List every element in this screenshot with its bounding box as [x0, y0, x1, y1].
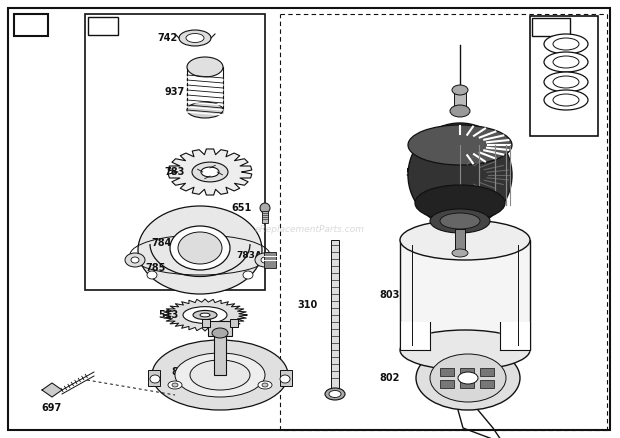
Ellipse shape: [172, 383, 178, 387]
Bar: [440, 380, 454, 388]
Ellipse shape: [186, 33, 204, 42]
Text: 310: 310: [298, 300, 318, 310]
Bar: [440, 368, 454, 376]
Ellipse shape: [243, 271, 253, 279]
Ellipse shape: [193, 311, 217, 320]
Bar: [88, 17, 118, 35]
Ellipse shape: [544, 72, 588, 92]
Ellipse shape: [415, 185, 505, 221]
Ellipse shape: [325, 388, 345, 400]
Ellipse shape: [138, 206, 262, 294]
Ellipse shape: [440, 213, 480, 229]
Ellipse shape: [416, 346, 520, 410]
Ellipse shape: [400, 220, 530, 260]
Ellipse shape: [131, 257, 139, 263]
Text: 803: 803: [380, 290, 400, 300]
Ellipse shape: [187, 102, 223, 118]
Text: 309: 309: [19, 20, 43, 30]
Ellipse shape: [329, 391, 341, 398]
Ellipse shape: [179, 30, 211, 46]
Ellipse shape: [170, 226, 230, 270]
Ellipse shape: [258, 381, 272, 389]
Text: 742: 742: [157, 33, 177, 43]
Text: 544: 544: [405, 168, 425, 178]
Text: 697: 697: [42, 403, 62, 413]
Ellipse shape: [553, 94, 579, 106]
Ellipse shape: [280, 375, 290, 383]
Bar: [208, 321, 232, 336]
Ellipse shape: [544, 90, 588, 110]
Bar: [85, 14, 265, 290]
Ellipse shape: [408, 125, 512, 165]
Bar: [530, 16, 598, 136]
Text: 783A: 783A: [236, 251, 262, 259]
Bar: [460, 368, 474, 376]
Ellipse shape: [544, 34, 588, 54]
Text: 784: 784: [152, 238, 172, 248]
Ellipse shape: [192, 162, 228, 182]
Polygon shape: [168, 149, 252, 195]
Ellipse shape: [147, 271, 157, 279]
Text: 937: 937: [165, 87, 185, 97]
Text: 785: 785: [146, 263, 166, 273]
Bar: [480, 380, 494, 388]
Ellipse shape: [400, 330, 530, 370]
Bar: [480, 368, 494, 376]
Polygon shape: [42, 383, 62, 397]
Ellipse shape: [183, 307, 227, 323]
Text: 513: 513: [158, 310, 178, 320]
Ellipse shape: [430, 354, 506, 402]
Ellipse shape: [187, 57, 223, 77]
Ellipse shape: [190, 360, 250, 390]
Ellipse shape: [452, 249, 468, 257]
Ellipse shape: [152, 340, 288, 410]
Bar: [202, 319, 210, 327]
Ellipse shape: [430, 209, 490, 233]
Text: 651: 651: [232, 203, 252, 213]
Bar: [264, 252, 276, 268]
Bar: [460, 380, 474, 388]
Text: 802: 802: [380, 373, 400, 383]
Ellipse shape: [261, 257, 269, 263]
Bar: [214, 333, 226, 375]
Bar: [455, 229, 465, 254]
Ellipse shape: [260, 203, 270, 213]
Ellipse shape: [553, 56, 579, 68]
Ellipse shape: [553, 76, 579, 88]
Ellipse shape: [175, 353, 265, 397]
Bar: [331, 240, 339, 390]
Ellipse shape: [150, 375, 160, 383]
Ellipse shape: [178, 232, 222, 264]
Bar: [532, 18, 570, 36]
Bar: [148, 370, 160, 386]
Ellipse shape: [201, 167, 219, 177]
Ellipse shape: [200, 313, 210, 317]
Ellipse shape: [168, 381, 182, 389]
Ellipse shape: [212, 328, 228, 338]
Ellipse shape: [458, 372, 478, 384]
Text: 801: 801: [172, 367, 192, 377]
Ellipse shape: [255, 253, 275, 267]
Polygon shape: [400, 322, 430, 350]
Bar: [454, 91, 466, 111]
Ellipse shape: [553, 38, 579, 50]
Bar: [280, 370, 292, 386]
Polygon shape: [163, 299, 247, 331]
Bar: [262, 211, 268, 223]
Bar: [230, 319, 238, 327]
Ellipse shape: [262, 383, 268, 387]
Ellipse shape: [544, 52, 588, 72]
Ellipse shape: [125, 253, 145, 267]
Ellipse shape: [408, 123, 512, 227]
Bar: [400, 240, 530, 350]
Ellipse shape: [450, 105, 470, 117]
Polygon shape: [500, 322, 530, 350]
Text: 783: 783: [165, 167, 185, 177]
Bar: [14, 14, 48, 36]
Text: 545: 545: [540, 22, 562, 32]
Text: eReplacementParts.com: eReplacementParts.com: [255, 226, 365, 234]
Text: 510: 510: [93, 21, 113, 31]
Ellipse shape: [452, 85, 468, 95]
